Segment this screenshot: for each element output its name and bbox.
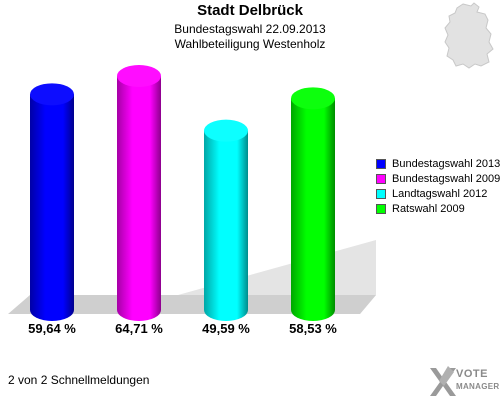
- legend-label: Bundestagswahl 2013: [392, 157, 500, 170]
- chart-subtitle-election: Bundestagswahl 22.09.2013: [174, 22, 326, 36]
- bar: [117, 76, 161, 321]
- bar-cap: [117, 65, 161, 87]
- chart-subtitle-turnout: Wahlbeteiligung Westenholz: [174, 37, 326, 51]
- legend-item: Ratswahl 2009: [376, 201, 500, 216]
- bar-value-label: 49,59 %: [202, 321, 250, 336]
- bar: [30, 94, 74, 321]
- legend-swatch: [376, 158, 386, 169]
- votemanager-logo: [430, 366, 456, 396]
- legend-label: Landtagswahl 2012: [392, 187, 488, 200]
- chart-title: Stadt Delbrück: [197, 2, 303, 19]
- legend-item: Bundestagswahl 2013: [376, 156, 500, 171]
- legend-item: Bundestagswahl 2009: [376, 171, 500, 186]
- logo-mark-icon: [430, 366, 456, 396]
- bar-value-label: 59,64 %: [28, 321, 76, 336]
- footer-status: 2 von 2 Schnellmeldungen: [8, 373, 150, 387]
- bar-value-label: 58,53 %: [289, 321, 337, 336]
- chart-legend: Bundestagswahl 2013 Bundestagswahl 2009 …: [376, 156, 500, 216]
- legend-label: Bundestagswahl 2009: [392, 172, 500, 185]
- legend-label: Ratswahl 2009: [392, 202, 465, 215]
- germany-map-icon: [444, 2, 494, 69]
- bar-value-label: 64,71 %: [115, 321, 163, 336]
- bar-cap: [291, 87, 335, 110]
- logo-text-manager: MANAGER: [456, 382, 500, 391]
- legend-swatch: [376, 188, 386, 199]
- bar-cap: [204, 119, 248, 142]
- bar: [291, 98, 335, 321]
- legend-swatch: [376, 203, 386, 214]
- bar: [204, 130, 248, 321]
- legend-swatch: [376, 173, 386, 184]
- chart-floor: [8, 295, 376, 314]
- legend-item: Landtagswahl 2012: [376, 186, 500, 201]
- bar-cap: [30, 83, 74, 106]
- logo-text-vote: VOTE: [456, 368, 488, 380]
